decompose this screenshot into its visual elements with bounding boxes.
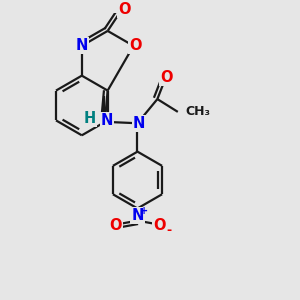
- Text: -: -: [166, 224, 171, 237]
- Text: N: N: [133, 116, 145, 131]
- Text: H: H: [84, 111, 96, 126]
- Text: O: O: [160, 70, 173, 85]
- Text: O: O: [118, 2, 130, 17]
- Text: N: N: [131, 208, 144, 223]
- Text: N: N: [101, 113, 113, 128]
- Text: CH₃: CH₃: [186, 105, 211, 119]
- Text: O: O: [110, 218, 122, 233]
- Text: N: N: [76, 38, 88, 53]
- Text: O: O: [130, 38, 142, 53]
- Text: O: O: [153, 218, 166, 233]
- Text: +: +: [140, 206, 148, 216]
